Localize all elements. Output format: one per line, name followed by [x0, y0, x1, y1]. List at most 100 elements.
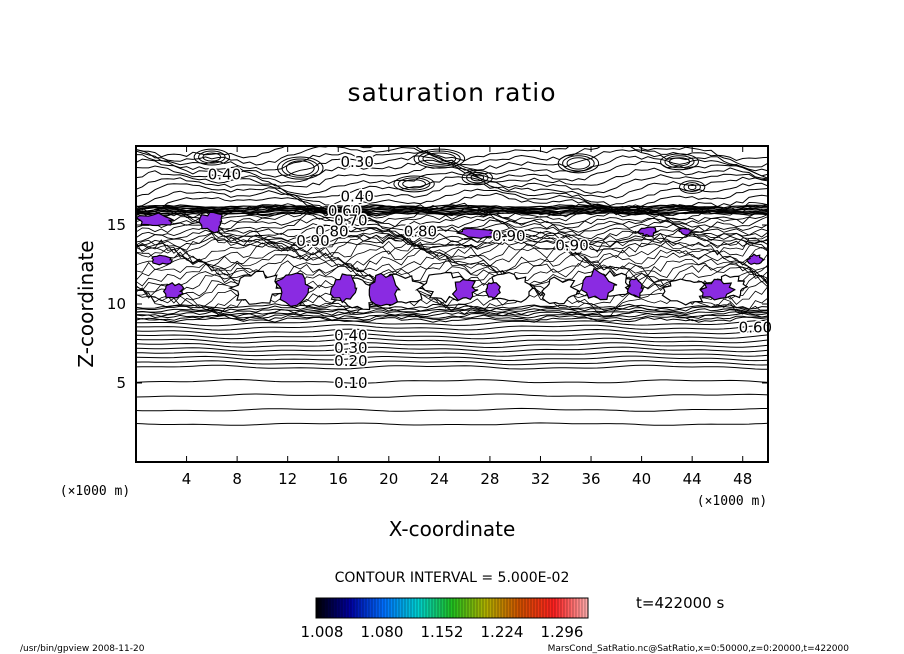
- contour-line: [136, 235, 768, 253]
- y-axis-label: Z-coordinate: [74, 240, 98, 367]
- contour-region: [329, 273, 358, 304]
- contour-cell: [687, 184, 697, 191]
- contour-cell: [660, 153, 699, 171]
- contour-line: [136, 337, 768, 344]
- x-unit-label: (×1000 m): [697, 494, 767, 509]
- contour-region: [678, 227, 693, 236]
- colorbar-tick-label: 1.152: [421, 623, 464, 641]
- contour-labels: 0.300.400.400.600.700.800.900.80 0.900.90…: [206, 151, 773, 393]
- contour-line: [136, 248, 768, 273]
- contour-label: 0.90: [492, 227, 525, 245]
- contour-label: 0.60: [739, 319, 772, 337]
- y-unit-label: (×1000 m): [60, 484, 130, 499]
- contour-cell: [202, 152, 222, 162]
- contour-cell: [557, 153, 600, 174]
- contour-cell: [664, 155, 695, 169]
- contour-line: [136, 303, 768, 310]
- contour-line: [136, 146, 768, 168]
- contour-line: [136, 207, 768, 224]
- contour-label: 0.80: [315, 222, 348, 240]
- contour-line: [136, 237, 768, 261]
- contour-line: [136, 188, 768, 212]
- contour-cell: [566, 157, 591, 170]
- contour-line: [136, 182, 768, 207]
- contour-region: [541, 276, 581, 305]
- contour-cell: [198, 150, 226, 164]
- x-tick-label: 32: [531, 470, 550, 488]
- contour-region: [162, 282, 185, 299]
- contour-line: [136, 146, 768, 162]
- contour-line: [136, 324, 768, 331]
- contour-cell: [668, 157, 691, 167]
- contour-line: [136, 305, 768, 312]
- contour-line: [136, 192, 768, 216]
- x-tick-label: 36: [581, 470, 600, 488]
- contour-cell: [422, 152, 457, 165]
- contour-line: [136, 263, 768, 288]
- contour-region: [198, 211, 223, 234]
- contour-cell: [393, 175, 435, 193]
- plot-frame: [135, 145, 769, 463]
- contour-region: [699, 278, 736, 301]
- contour-label: 0.10: [334, 374, 367, 392]
- x-tick-label: 48: [733, 470, 752, 488]
- contour-line: [136, 307, 768, 314]
- contour-cell: [461, 169, 493, 186]
- contour-line: [136, 246, 768, 269]
- contour-line: [136, 251, 768, 277]
- contour-region: [626, 277, 645, 300]
- footer-left: /usr/bin/gpview 2008-11-20: [20, 644, 145, 654]
- y-tick-label: 10: [107, 295, 126, 313]
- contour-line: [136, 216, 768, 233]
- x-tick-label: 16: [329, 470, 348, 488]
- contour-line: [136, 205, 768, 210]
- x-tick-label: 8: [232, 470, 242, 488]
- contour-cell: [679, 180, 706, 194]
- contour-line: [136, 355, 768, 362]
- colorbar-tick-label: 1.080: [361, 623, 404, 641]
- contour-line: [136, 314, 768, 322]
- contour-line: [136, 364, 768, 370]
- contour-cell: [470, 173, 485, 182]
- contour-cell: [402, 179, 426, 189]
- contour-interval-text: CONTOUR INTERVAL = 5.000E-02: [335, 570, 570, 586]
- x-tick-label: 44: [683, 470, 702, 488]
- colorbar-tick-label: 1.008: [301, 623, 344, 641]
- contour-line: [136, 310, 768, 318]
- contour-label: 0.70: [334, 211, 367, 229]
- contour-label: 0.40: [334, 327, 367, 345]
- plot-area: [136, 146, 768, 426]
- footer-right: MarsCond_SatRatio.nc@SatRatio,x=0:50000,…: [548, 644, 850, 654]
- contour-line: [136, 223, 768, 240]
- contour-region: [274, 272, 314, 307]
- x-tick-label: 4: [182, 470, 192, 488]
- contour-label: 0.40: [340, 188, 373, 206]
- contour-cell: [397, 177, 431, 191]
- time-label: t=422000 s: [636, 594, 724, 612]
- x-tick-label: 12: [278, 470, 297, 488]
- contour-line: [136, 351, 768, 357]
- contour-line: [136, 333, 768, 340]
- contour-line: [136, 407, 768, 412]
- contour-region: [136, 212, 175, 227]
- x-tick-label: 20: [379, 470, 398, 488]
- contour-line: [136, 346, 768, 353]
- contour-line: [136, 154, 768, 178]
- contour-line: [136, 360, 768, 366]
- contour-region: [228, 270, 287, 305]
- contour-label: 0.90: [555, 237, 588, 255]
- contour-line: [136, 316, 768, 323]
- contour-cell: [683, 182, 701, 193]
- contour-line: [136, 319, 768, 327]
- contour-label: 0.90: [296, 232, 329, 250]
- contour-line: [136, 213, 768, 231]
- x-tick-label: 24: [430, 470, 449, 488]
- contour-region: [368, 272, 401, 307]
- contour-line: [136, 203, 768, 209]
- contour-line: [136, 207, 768, 212]
- colorbar-stripes: [317, 598, 586, 618]
- contour-region: [661, 278, 710, 306]
- contour-region: [580, 267, 618, 301]
- colorbar-tick-label: 1.224: [481, 623, 524, 641]
- contour-region: [745, 253, 766, 266]
